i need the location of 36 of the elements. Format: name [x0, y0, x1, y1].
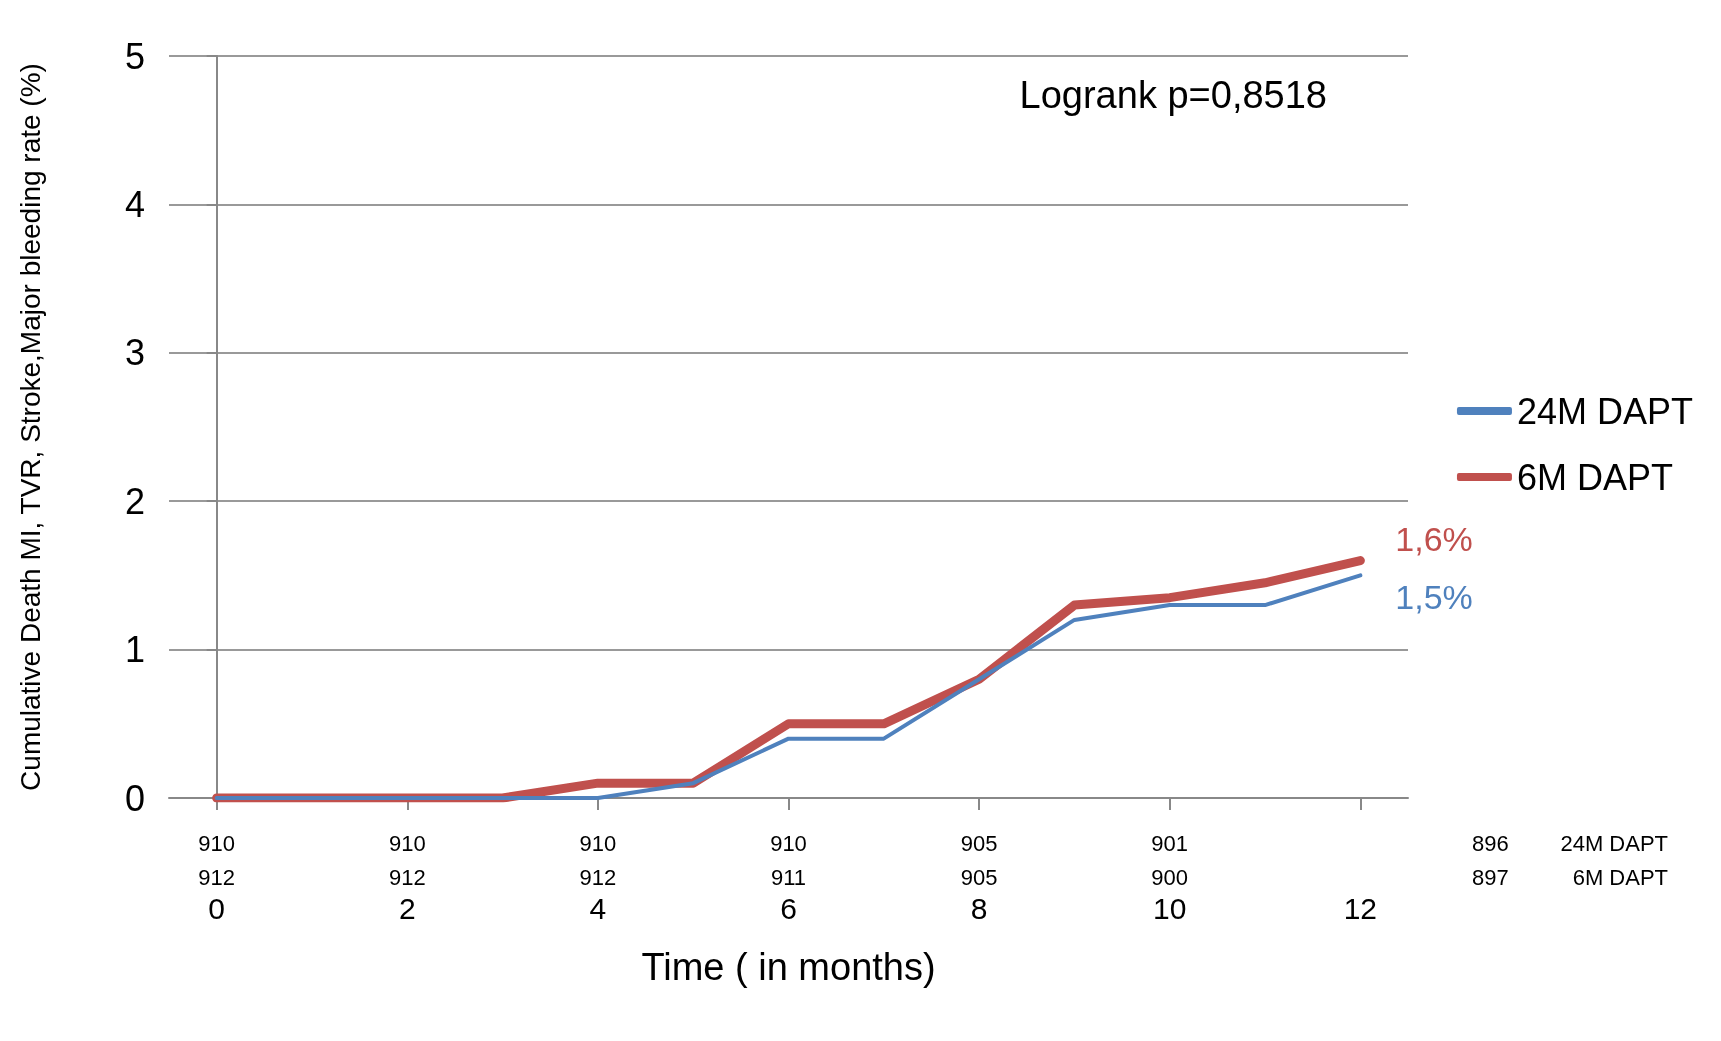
annotation: Logrank p=0,8518 — [1019, 74, 1327, 116]
text: 910 — [579, 830, 617, 856]
text: 6M DAPT — [1572, 864, 1668, 890]
x-tick-label: 2 — [398, 891, 416, 925]
text: 910 — [388, 830, 426, 856]
text: 910 — [770, 830, 807, 856]
x-axis-title: Time ( in months) — [641, 946, 936, 988]
y-tick-label: 4 — [124, 183, 145, 225]
text: 911 — [770, 864, 807, 890]
data-label: 1,5% — [1395, 578, 1473, 617]
y-axis-title: Cumulative Death MI, TVR, Stroke,Major bleeding rate (%) — [14, 63, 46, 791]
x-tick-label: 4 — [589, 891, 607, 925]
text: 912 — [198, 864, 236, 890]
y-tick-label: 2 — [124, 480, 145, 522]
text: 896 — [1471, 830, 1509, 856]
text: 905 — [960, 830, 998, 856]
legend-label: 24M DAPT — [1516, 390, 1694, 432]
legend-label: 6M DAPT — [1516, 456, 1673, 498]
text: 912 — [388, 864, 426, 890]
y-tick-label: 1 — [124, 629, 145, 671]
text: 905 — [960, 864, 998, 890]
x-tick-label: 10 — [1153, 891, 1187, 925]
x-tick-label: 6 — [780, 891, 797, 925]
text: 910 — [198, 830, 236, 856]
x-tick-label: 8 — [970, 891, 988, 925]
x-tick-label: 12 — [1343, 891, 1378, 925]
text: 901 — [1151, 830, 1189, 856]
y-tick-label: 5 — [124, 35, 145, 77]
y-tick-label: 3 — [124, 332, 145, 374]
y-tick-label: 0 — [124, 777, 145, 819]
data-label: 1,6% — [1395, 519, 1473, 558]
x-tick-label: 0 — [208, 891, 225, 925]
text: 900 — [1151, 864, 1189, 890]
text: 912 — [579, 864, 617, 890]
text: 24M DAPT — [1560, 830, 1668, 856]
text: 897 — [1471, 864, 1509, 890]
